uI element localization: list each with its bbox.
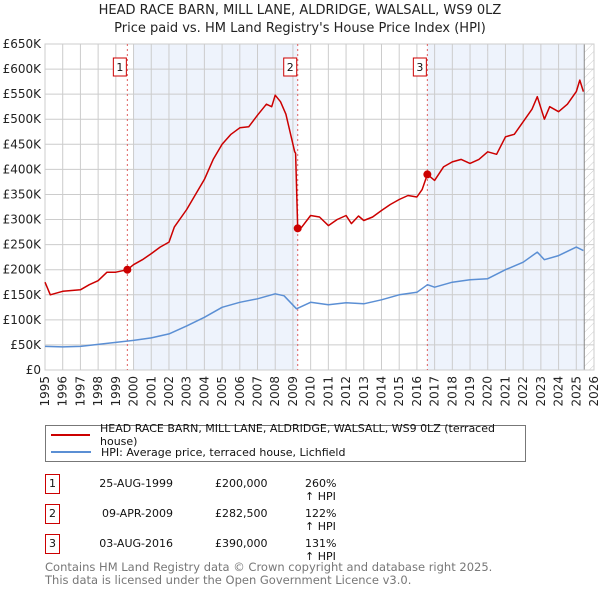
transaction-hpi: 122% ↑ HPI — [305, 507, 337, 533]
x-tick-label: 2005 — [215, 376, 229, 407]
legend-swatch-red — [51, 434, 90, 436]
y-tick-label: £0 — [26, 363, 41, 377]
y-tick-label: £400K — [3, 162, 43, 176]
y-tick-label: £500K — [3, 112, 43, 126]
sale-point — [123, 265, 132, 274]
transaction-number: 1 — [45, 474, 60, 494]
transaction-date: 03-AUG-2016 — [99, 537, 173, 550]
transaction-number: 2 — [45, 504, 60, 524]
x-tick-label: 2011 — [321, 376, 335, 407]
x-tick-label: 1998 — [91, 376, 105, 407]
x-tick-label: 1997 — [73, 376, 87, 407]
sale-label: 1 — [116, 61, 123, 74]
transaction-date: 25-AUG-1999 — [99, 477, 173, 490]
y-tick-label: £600K — [3, 62, 43, 76]
legend-label-hpi: HPI: Average price, terraced house, Lich… — [101, 445, 346, 459]
x-tick-label: 2019 — [463, 376, 477, 407]
transaction-date: 09-APR-2009 — [101, 507, 173, 520]
y-tick-label: £350K — [3, 187, 43, 201]
x-tick-label: 2016 — [410, 376, 424, 407]
sale-label: 2 — [287, 61, 294, 74]
x-tick-label: 2025 — [569, 376, 583, 407]
x-tick-label: 1995 — [38, 376, 52, 407]
legend-swatch-blue — [51, 451, 91, 453]
x-tick-label: 2018 — [445, 376, 459, 407]
forecast-hatch — [584, 44, 594, 370]
y-tick-label: £650K — [3, 37, 43, 51]
transaction-price: £390,000 — [215, 537, 268, 550]
x-tick-label: 2002 — [162, 376, 176, 407]
x-tick-label: 2007 — [251, 376, 265, 407]
sale-label-box — [283, 57, 298, 77]
x-tick-label: 2013 — [357, 376, 371, 407]
transaction-hpi: 260% ↑ HPI — [305, 477, 337, 503]
x-tick-label: 1996 — [56, 376, 70, 407]
y-tick-label: £550K — [3, 87, 43, 101]
sale-label: 3 — [416, 61, 423, 74]
sale-point — [293, 224, 302, 233]
legend-item-hpi: HPI: Average price, terraced house, Lich… — [51, 444, 345, 460]
y-tick-label: £300K — [3, 213, 43, 227]
plot-border — [44, 43, 595, 371]
x-tick-label: 2024 — [552, 376, 566, 407]
transaction-hpi: 131% ↑ HPI — [305, 537, 337, 563]
x-tick-label: 2000 — [127, 376, 141, 407]
y-tick-label: £450K — [3, 137, 43, 151]
x-tick-label: 2017 — [428, 376, 442, 407]
sale-point — [423, 170, 432, 179]
x-tick-label: 2006 — [233, 376, 247, 407]
x-tick-label: 2009 — [286, 376, 300, 407]
x-tick-label: 2026 — [587, 376, 600, 407]
footer-copyright: Contains HM Land Registry data © Crown c… — [45, 560, 493, 574]
y-tick-label: £250K — [3, 238, 43, 252]
property-price-line — [44, 79, 585, 296]
x-tick-label: 2021 — [498, 376, 512, 407]
x-tick-label: 2012 — [339, 376, 353, 407]
y-tick-label: £50K — [10, 338, 42, 352]
chart-title: HEAD RACE BARN, MILL LANE, ALDRIDGE, WAL… — [98, 3, 502, 18]
footer-licence: This data is licensed under the Open Gov… — [45, 573, 412, 587]
hpi-line — [44, 246, 584, 348]
x-tick-label: 2015 — [392, 376, 406, 407]
price-chart: 1995 1996 1997 1998 1999 2000 2001 2002 2003 2004… — [3, 37, 600, 407]
x-tick-label: 2022 — [516, 376, 530, 407]
x-tick-label: 2008 — [268, 376, 282, 407]
chart-subtitle: Price paid vs. HM Land Registry's House … — [114, 21, 486, 36]
transaction-number: 3 — [45, 534, 60, 554]
x-tick-label: 2001 — [144, 376, 158, 407]
sale-label-box — [412, 57, 427, 77]
transaction-price: £200,000 — [215, 477, 268, 490]
y-tick-label: £100K — [3, 313, 43, 327]
legend-item-property: HEAD RACE BARN, MILL LANE, ALDRIDGE, WAL… — [51, 422, 525, 448]
legend: HEAD RACE BARN, MILL LANE, ALDRIDGE, WAL… — [45, 422, 526, 462]
x-tick-label: 2020 — [481, 376, 495, 407]
x-tick-label: 2023 — [534, 376, 548, 407]
x-tick-label: 2010 — [304, 376, 318, 407]
shaded-region — [133, 44, 298, 370]
y-tick-label: £150K — [3, 288, 43, 302]
x-tick-label: 2003 — [180, 376, 194, 407]
x-tick-label: 2004 — [197, 376, 211, 407]
sale-label-box — [112, 57, 127, 77]
y-tick-label: £200K — [3, 263, 43, 277]
legend-label-property: HEAD RACE BARN, MILL LANE, ALDRIDGE, WAL… — [100, 422, 495, 448]
transaction-price: £282,500 — [215, 507, 268, 520]
x-tick-label: 2014 — [374, 376, 388, 407]
x-tick-label: 1999 — [109, 376, 123, 407]
